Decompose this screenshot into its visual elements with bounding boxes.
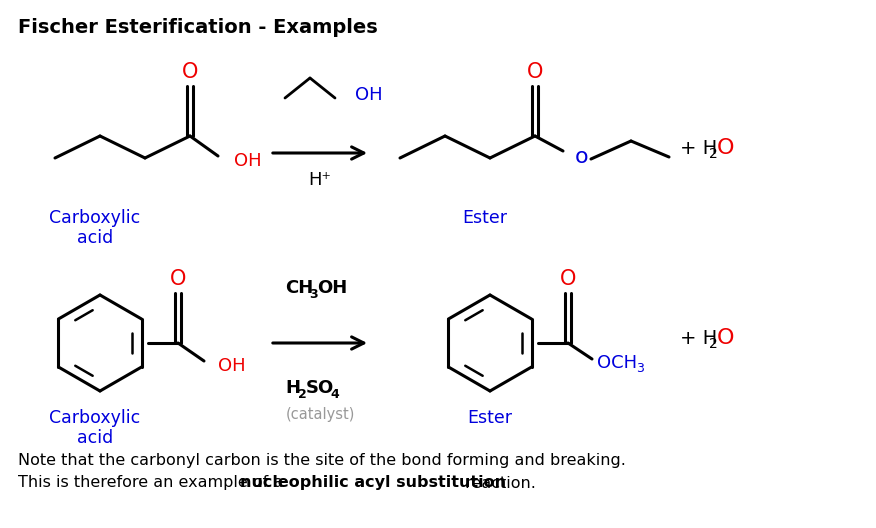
Text: Carboxylic: Carboxylic <box>49 209 141 227</box>
Text: OCH: OCH <box>597 354 637 372</box>
Text: nucleophilic acyl substitution: nucleophilic acyl substitution <box>240 476 505 491</box>
Text: O: O <box>717 138 734 158</box>
Text: 3: 3 <box>309 288 318 300</box>
Text: O: O <box>170 269 187 289</box>
Text: Fischer Esterification - Examples: Fischer Esterification - Examples <box>18 18 378 37</box>
Text: 2: 2 <box>298 388 307 401</box>
Text: H⁺: H⁺ <box>308 171 331 189</box>
Text: O: O <box>526 62 543 82</box>
Text: H: H <box>285 379 300 397</box>
Text: OH: OH <box>317 279 347 297</box>
Text: 2: 2 <box>709 337 717 351</box>
Text: SO: SO <box>306 379 335 397</box>
Text: Note that the carbonyl carbon is the site of the bond forming and breaking.: Note that the carbonyl carbon is the sit… <box>18 452 625 467</box>
Text: + H: + H <box>680 328 717 347</box>
Text: Ester: Ester <box>468 409 512 427</box>
Text: O: O <box>717 328 734 348</box>
Text: 4: 4 <box>330 388 339 401</box>
Text: reaction.: reaction. <box>460 476 536 491</box>
Text: OH: OH <box>355 86 383 104</box>
Text: (catalyst): (catalyst) <box>286 408 355 422</box>
Text: o: o <box>575 147 589 167</box>
Text: 2: 2 <box>709 147 717 161</box>
Text: O: O <box>182 62 198 82</box>
Text: CH: CH <box>285 279 314 297</box>
Text: + H: + H <box>680 138 717 157</box>
Text: O: O <box>560 269 576 289</box>
Text: OH: OH <box>234 152 262 170</box>
Text: acid: acid <box>77 429 113 447</box>
Text: 3: 3 <box>636 363 644 375</box>
Text: acid: acid <box>77 229 113 247</box>
Text: OH: OH <box>218 357 245 375</box>
Text: This is therefore an example of a: This is therefore an example of a <box>18 476 288 491</box>
Text: Ester: Ester <box>463 209 507 227</box>
Text: Carboxylic: Carboxylic <box>49 409 141 427</box>
